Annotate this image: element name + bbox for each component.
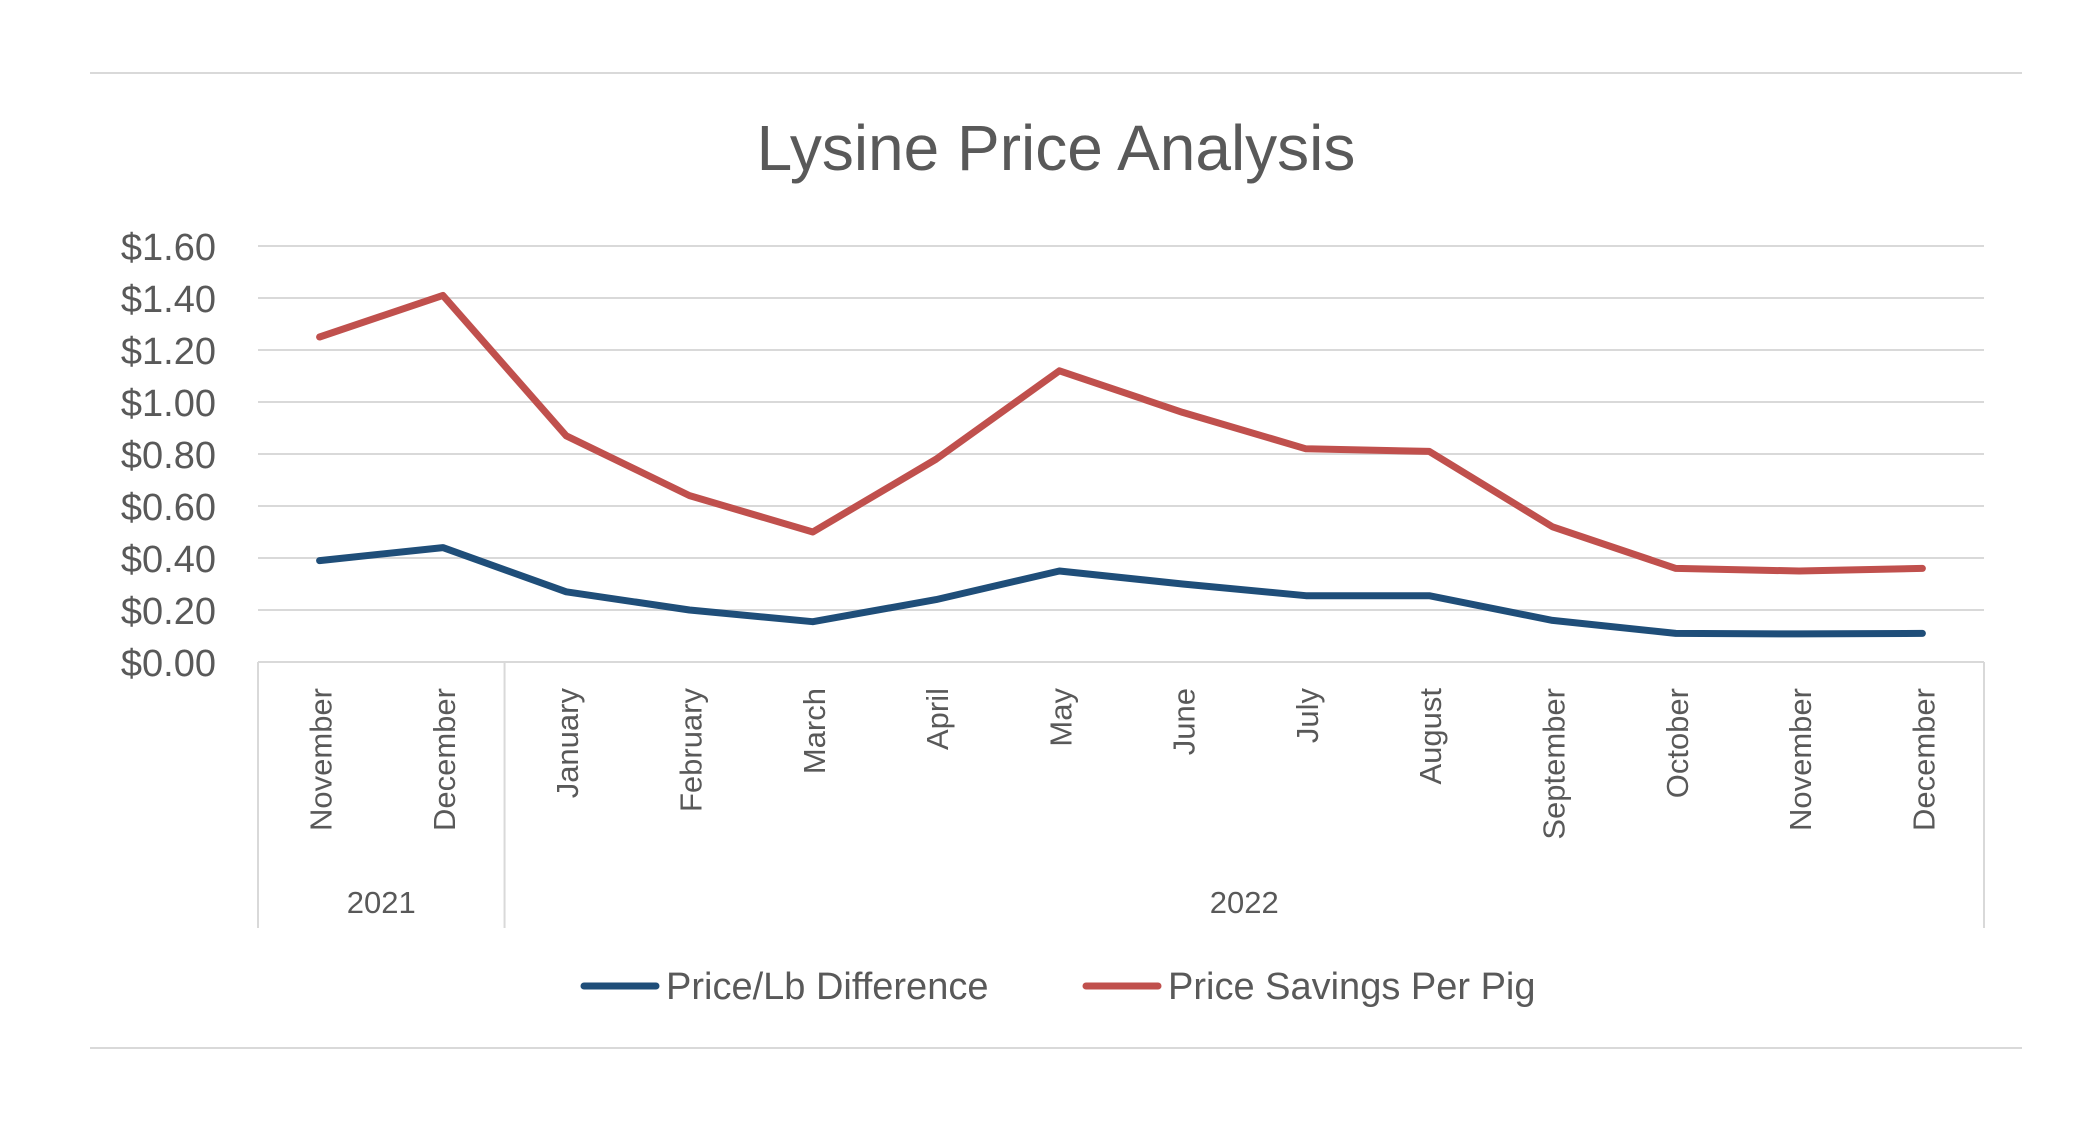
y-tick-label: $0.80 bbox=[121, 435, 216, 477]
gridlines bbox=[258, 245, 1984, 663]
x-tick-label: October bbox=[1660, 688, 1695, 798]
group-label: 2022 bbox=[1210, 885, 1279, 920]
series-lines bbox=[316, 291, 1926, 638]
y-tick-label: $0.60 bbox=[121, 487, 216, 529]
chart-title: Lysine Price Analysis bbox=[757, 112, 1356, 184]
x-tick-label: May bbox=[1043, 688, 1078, 747]
y-tick-label: $1.00 bbox=[121, 383, 216, 425]
x-tick-label: December bbox=[427, 688, 462, 831]
y-tick-label: $0.00 bbox=[121, 643, 216, 685]
y-tick-label: $1.40 bbox=[121, 279, 216, 321]
y-tick-label: $0.20 bbox=[121, 591, 216, 633]
x-tick-label: June bbox=[1167, 688, 1202, 755]
x-tick-label: November bbox=[1783, 688, 1818, 831]
x-tick-label: April bbox=[920, 688, 955, 750]
y-tick-label: $0.40 bbox=[121, 539, 216, 581]
axes: $0.00 $0.20 $0.40 $0.60 $0.80 $1.00 $1.20 $1.40… bbox=[121, 227, 1985, 928]
x-tick-label: March bbox=[797, 688, 832, 774]
x-tick-label: July bbox=[1290, 688, 1325, 744]
x-tick-label: February bbox=[674, 688, 709, 813]
group-label: 2021 bbox=[347, 885, 416, 920]
x-tick-label: August bbox=[1413, 688, 1448, 785]
series-line-2 bbox=[316, 291, 1926, 575]
series-line-1 bbox=[316, 544, 1926, 638]
x-tick-label: September bbox=[1537, 688, 1572, 840]
legend-label-2: Price Savings Per Pig bbox=[1168, 966, 1536, 1008]
legend: Price/Lb Difference Price Savings Per Pig bbox=[580, 966, 1536, 1008]
x-tick-label: November bbox=[304, 688, 339, 831]
x-tick-label: December bbox=[1906, 688, 1941, 831]
y-tick-label: $1.60 bbox=[121, 227, 216, 269]
top-border bbox=[90, 72, 2022, 74]
y-tick-label: $1.20 bbox=[121, 331, 216, 373]
bottom-border bbox=[90, 1047, 2022, 1049]
legend-label-1: Price/Lb Difference bbox=[666, 966, 988, 1008]
x-tick-label: January bbox=[550, 688, 585, 799]
